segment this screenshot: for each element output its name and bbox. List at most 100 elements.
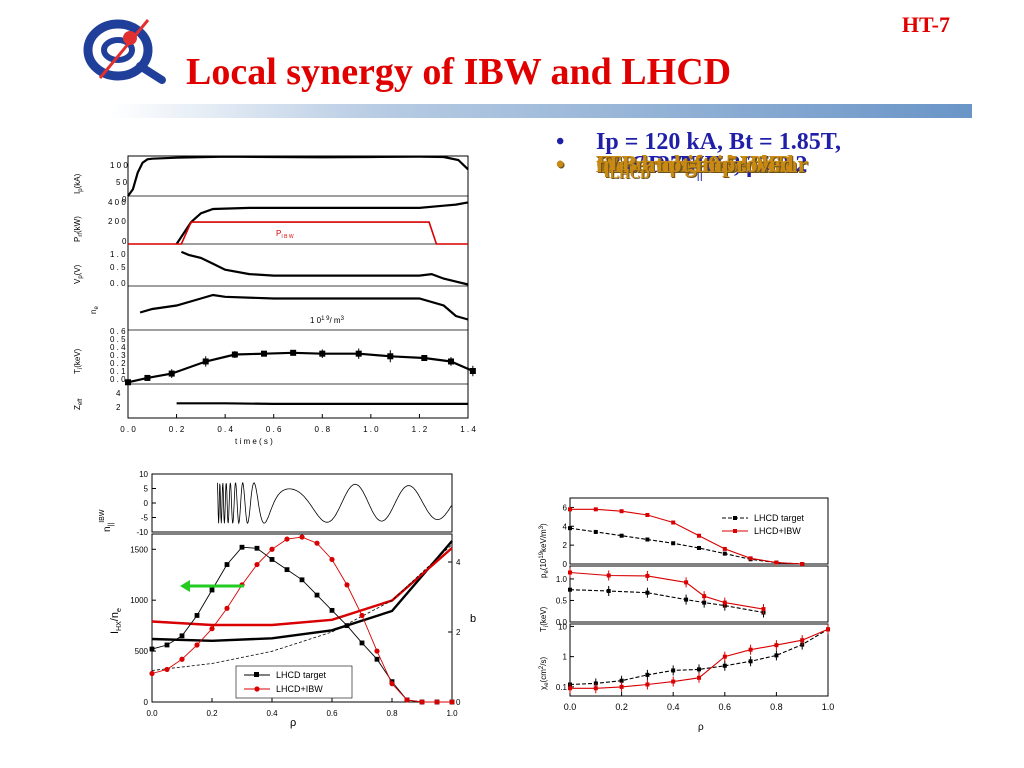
plot-frame [127,155,469,419]
data-point [269,557,275,562]
tick-label: 5 0 [116,178,128,187]
x-tick-label: 0 . 8 [314,425,330,434]
tick-label: 0 . 0 [110,279,126,288]
y-axis-label: Ti(keV) [73,348,84,374]
data-point [568,507,572,512]
y2-tick-label: 4 [456,558,461,567]
panel-frame [569,497,829,565]
slide-tag: HT-7 [901,12,950,37]
y2-tick-label: 2 [456,628,461,637]
y-tick-label: 0.1 [556,683,568,692]
x-tick-label: 0 . 2 [169,425,185,434]
data-point [448,358,454,365]
data-point [329,607,335,613]
data-point [194,613,200,618]
data-point [748,556,753,561]
tick-label: 2 [116,403,121,412]
data-point [722,551,727,556]
data-point [359,612,365,619]
bullet-dot: • [556,152,565,178]
data-point [419,699,425,705]
shear-b-ibw [151,547,453,627]
data-point [606,588,611,593]
data-point [314,592,320,598]
bullet-list: • Ip = 120 kA, Bt = 1.85T, • LHCD: N|| = 2… [556,129,841,182]
data-point [593,507,598,512]
slide-title: Local synergy of IBW and LHCD [186,51,732,93]
data-point [164,666,170,673]
data-point [144,374,151,381]
y2-tick-label: 0 [456,698,461,707]
data-point [684,580,689,585]
tick-label: 0 . 2 [110,359,126,368]
data-point [568,686,572,691]
y-axis-label-chi: χe(cm2/s) [539,657,550,690]
y-axis-label-pe: pe(1019keV/m3) [539,523,550,578]
data-point [722,663,727,668]
institute-logo [83,19,166,84]
tick-label: 0 . 5 [110,335,126,344]
data-point [299,577,305,583]
y-axis-label-ti: Ti(keV) [539,606,550,632]
data-point [209,626,215,632]
data-point [619,533,624,538]
tick-label: 0 . 1 [110,367,126,376]
data-point [125,379,131,386]
data-point [702,600,707,605]
data-point [202,358,209,365]
data-point [748,647,753,652]
pibw-line [128,221,468,245]
data-point [619,684,624,689]
data-point [374,656,380,662]
data-point [319,350,326,357]
data-point [645,573,650,578]
data-point [284,536,290,542]
y-tick-label: 5 [144,485,149,494]
data-point [314,540,320,546]
data-point [344,582,350,588]
y-tick-label: -10 [136,528,148,537]
y2-axis-label: b [470,613,476,625]
time-trace-figure: 1 0 0 5 0 0 4 0 0 2 0 0 0 1 . 0 0 . 5 0 … [73,155,476,446]
data-point [774,653,779,658]
main-panel-frame [151,533,453,703]
trace-line [127,351,474,384]
x-tick-label: 0.6 [326,709,338,718]
data-point [671,668,676,673]
y-tick-label: 4 [563,522,568,531]
data-point [671,541,676,546]
x-tick-label: 1.0 [446,709,458,718]
y-tick-label: 0 [563,560,568,569]
x-tick-label: 0.2 [615,702,628,712]
x-tick-label: 0.8 [770,702,783,712]
y-axis-label-n: n||IBW [99,509,115,532]
x-tick-label: 0.0 [146,709,158,718]
data-point [568,526,572,531]
bullet-dot: • [556,152,565,178]
data-point [568,587,572,592]
legend-label-lhcd: LHCD target [754,513,805,523]
x-tick-label: 0 . 0 [120,425,136,434]
legend-box [235,665,353,699]
data-point [722,600,727,605]
data-point [800,562,805,566]
trace-line [176,402,468,405]
data-point [421,355,428,361]
data-point [645,672,650,677]
y-tick-label: 1.0 [556,575,568,584]
data-point [761,607,766,612]
tick-label: 1 0 0 [110,161,128,170]
y-tick-label: 0.0 [556,618,568,627]
data-point [671,679,676,684]
data-point [593,529,598,534]
legend-marker-ibw [733,529,737,533]
data-point [469,368,476,374]
data-point [697,675,701,680]
tick-label: 0 . 6 [110,327,126,336]
trace-line [127,155,469,197]
x-tick-label: 0.6 [719,702,732,712]
data-point [671,520,676,525]
shear-b-dashed [151,544,453,671]
bullet-dot: • [556,152,565,178]
